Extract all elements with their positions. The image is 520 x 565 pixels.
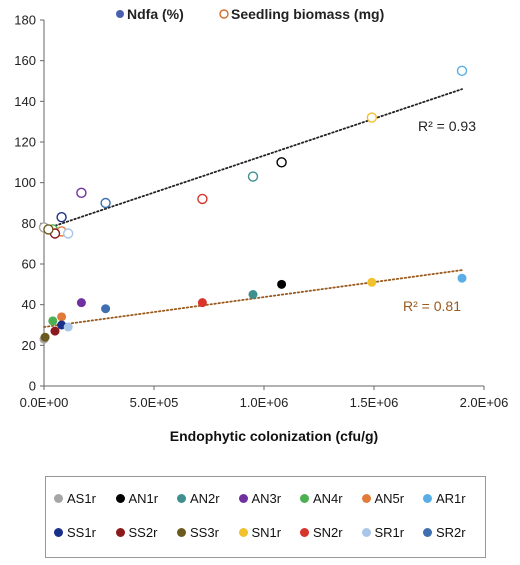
legend-item-ar1r: AR1r [423, 491, 485, 506]
series-legend: Ndfa (%) Seedling biomass (mg) [116, 6, 384, 22]
point-an1r-ndfa [277, 279, 287, 289]
legend-marker-seedling-biomass [219, 9, 229, 19]
r2-label-ndfa: R² = 0.81 [403, 298, 461, 314]
legend-label: SS2r [128, 525, 158, 540]
legend-item-sn1r: SN1r [238, 525, 301, 540]
point-sr1r-ndfa [63, 322, 73, 332]
legend-label: SS1r [67, 525, 96, 540]
point-sn2r-biomass [197, 193, 208, 205]
y-tick-label: 60 [22, 257, 36, 272]
point-sr2r-biomass [100, 197, 111, 209]
legend-swatch [300, 494, 309, 503]
point-an3r-ndfa [76, 298, 86, 308]
legend-swatch [300, 528, 309, 537]
point-an2r-biomass [247, 171, 259, 182]
r2-label-biomass: R² = 0.93 [418, 118, 476, 134]
y-tick-label: 40 [22, 297, 36, 312]
legend-swatch [115, 528, 125, 537]
legend-marker-ndfa [116, 10, 124, 18]
legend-item-an4r: AN4r [300, 491, 362, 506]
sample-legend: AS1r AN1r AN2r AN3r AN4r AN5r AR1r SS1r SS2r SS3… [45, 476, 486, 558]
point-ss2r-ndfa [50, 326, 60, 336]
legend-swatch [423, 528, 432, 537]
x-tick-label: 1.5E+06 [350, 395, 399, 410]
legend-swatch [238, 528, 248, 537]
y-tick-label: 20 [22, 338, 36, 353]
x-axis-title: Endophytic colonization (cfu/g) [170, 428, 378, 444]
axes: 0 20 40 60 80 100 120 140 160 180 0.0E+00 5.0E+05 1.… [14, 13, 508, 411]
legend-item-ss1r: SS1r [54, 525, 116, 540]
legend-item-ss2r: SS2r [115, 525, 178, 540]
legend-swatch [361, 528, 371, 537]
trendline-ndfa [43, 269, 463, 328]
legend-swatch [177, 494, 186, 503]
legend-label-seedling-biomass: Seedling biomass (mg) [231, 6, 384, 22]
legend-label: AN5r [374, 491, 405, 506]
legend-item-sr1r: SR1r [361, 525, 424, 540]
legend-swatch [361, 494, 371, 503]
legend-item-an1r: AN1r [115, 491, 178, 506]
point-an5r-ndfa [57, 312, 67, 322]
y-tick-label: 80 [22, 216, 36, 231]
point-sr1r-biomass [62, 228, 74, 239]
point-sr2r-ndfa [101, 304, 111, 314]
legend-label: AS1r [67, 491, 96, 506]
point-an3r-biomass [76, 187, 87, 199]
point-ar1r-ndfa [457, 273, 467, 283]
x-tick-label: 5.0E+05 [130, 395, 179, 410]
point-ar1r-biomass [456, 65, 468, 77]
legend-item-sr2r: SR2r [423, 525, 485, 540]
point-sn1r-biomass [366, 112, 377, 123]
trendlines [43, 88, 463, 328]
legend-label: AN2r [190, 491, 220, 506]
sample-legend-row: AS1r AN1r AN2r AN3r AN4r AN5r AR1r [54, 491, 485, 506]
legend-item-an5r: AN5r [361, 491, 424, 506]
legend-label: SR1r [374, 525, 405, 540]
legend-swatch [115, 494, 125, 503]
legend-label: AR1r [436, 491, 466, 506]
point-ss1r-biomass [56, 212, 67, 223]
legend-label: SN1r [251, 525, 282, 540]
legend-item-sn2r: SN2r [300, 525, 362, 540]
legend-item-ss3r: SS3r [177, 525, 239, 540]
x-tick-label: 1.0E+06 [240, 395, 289, 410]
legend-label: SN2r [313, 525, 343, 540]
legend-item-an3r: AN3r [238, 491, 301, 506]
legend-swatch [423, 494, 432, 503]
data-points [38, 65, 468, 344]
legend-item-an2r: AN2r [177, 491, 239, 506]
point-an1r-biomass [276, 157, 287, 168]
x-tick-label: 0.0E+00 [20, 395, 69, 410]
trendline-biomass [43, 88, 463, 231]
legend-label: AN4r [313, 491, 343, 506]
legend-label: AN3r [251, 491, 282, 506]
scatter-chart: Ndfa (%) Seedling biomass (mg) 0 20 40 60 80… [14, 6, 508, 444]
sample-legend-row: SS1r SS2r SS3r SN1r SN2r SR1r SR2r [54, 525, 485, 540]
y-tick-label: 180 [14, 13, 36, 28]
y-tick-label: 120 [14, 135, 36, 150]
point-an4r-ndfa [48, 316, 58, 326]
legend-label: SS3r [190, 525, 219, 540]
legend-item-as1r: AS1r [54, 491, 116, 506]
legend-label-ndfa: Ndfa (%) [127, 6, 184, 22]
legend-swatch [54, 528, 63, 537]
legend-label: SR2r [436, 525, 466, 540]
legend-label: AN1r [128, 491, 159, 506]
x-tick-label: 2.0E+06 [460, 395, 509, 410]
legend-swatch [54, 494, 63, 503]
point-ss3r-biomass [43, 224, 54, 235]
point-sn2r-ndfa [197, 298, 207, 308]
y-tick-label: 160 [14, 53, 36, 68]
legend-swatch [177, 528, 186, 537]
point-an2r-ndfa [248, 290, 258, 299]
y-tick-label: 140 [14, 94, 36, 109]
y-tick-label: 100 [14, 175, 36, 190]
point-sn1r-ndfa [367, 277, 377, 287]
y-tick-label: 0 [29, 379, 36, 394]
legend-swatch [238, 494, 248, 503]
point-ss3r-ndfa [40, 332, 50, 342]
